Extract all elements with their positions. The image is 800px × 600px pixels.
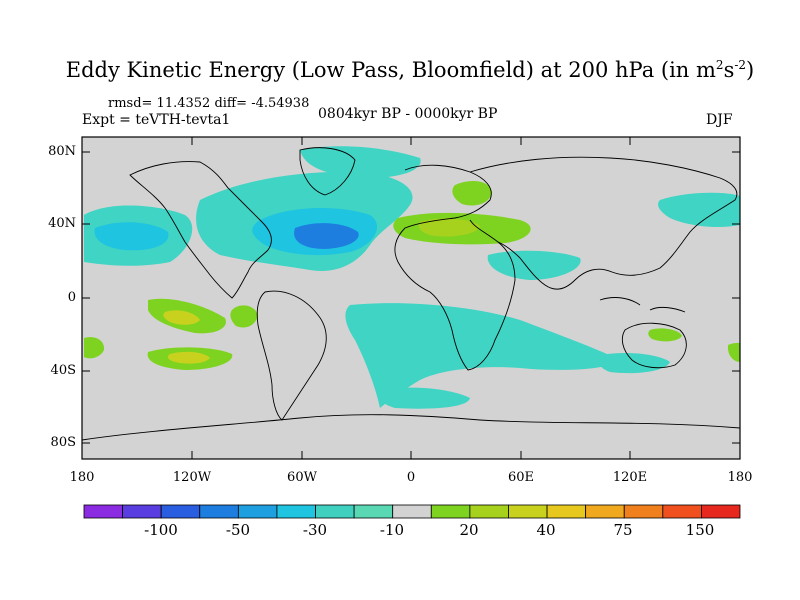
x-tick-label: 180 <box>727 470 753 485</box>
west-pacific-positive-region <box>84 337 105 359</box>
colorbar-label: 75 <box>613 521 633 539</box>
indian-ocean-negative-region <box>598 352 670 374</box>
x-tick-label: 120E <box>612 470 648 485</box>
y-tick-label: 0 <box>67 290 76 305</box>
colorbar-label: 40 <box>536 521 556 539</box>
x-tick-label: 120W <box>172 470 212 485</box>
colorbar-cell <box>469 504 509 519</box>
colorbar-cell <box>662 504 702 519</box>
southern-ocean-negative-region <box>345 303 620 408</box>
negative-anomaly-layer <box>84 146 740 409</box>
x-tick-label: 60E <box>507 470 535 485</box>
colorbar-cell <box>546 504 587 519</box>
positive-anomaly-layer <box>84 180 740 370</box>
colorbar-cell <box>199 504 239 519</box>
y-tick-label: 80N <box>48 144 76 159</box>
colorbar-label: -30 <box>302 521 328 539</box>
colorbar-cell <box>122 504 162 519</box>
australia-positive-region <box>648 328 682 342</box>
experiment-label: Expt = teVTH-tevta1 <box>82 112 231 128</box>
colorbar-cell <box>508 504 548 519</box>
colorbar-cell <box>430 504 471 519</box>
south-pacific-east-region <box>230 305 258 328</box>
greenland-coast <box>299 147 356 196</box>
x-tick-label: 0 <box>406 470 416 485</box>
y-ticks <box>82 151 740 444</box>
y-tick-label: 80S <box>50 435 76 450</box>
east-pacific-negative-region <box>658 192 740 228</box>
colorbar-cell <box>701 504 741 519</box>
colorbar-cell <box>83 504 123 519</box>
colorbar <box>83 504 741 519</box>
south-atlantic-negative-region <box>378 387 470 409</box>
x-tick-label: 180 <box>69 470 95 485</box>
chart-title: Eddy Kinetic Energy (Low Pass, Bloomfiel… <box>65 58 755 82</box>
europe-africa-coast <box>394 164 516 371</box>
colorbar-cell <box>585 504 625 519</box>
x-ticks <box>191 137 631 459</box>
colorbar-cell <box>276 504 316 519</box>
colorbar-label: 150 <box>685 521 715 539</box>
eurasia-coast <box>469 156 738 290</box>
europe-positive-region <box>452 180 492 206</box>
north-america-coast <box>129 161 272 299</box>
colorbar-label: -50 <box>225 521 251 539</box>
colorbar-cell <box>392 504 432 519</box>
stats-label: rmsd= 11.4352 diff= -4.54938 <box>108 96 310 111</box>
y-tick-label: 40S <box>50 363 76 378</box>
y-tick-label: 40N <box>48 216 76 231</box>
colorbar-cell <box>623 504 664 519</box>
period-label: 0804kyr BP - 0000kyr BP <box>318 106 498 122</box>
colorbar-cell <box>160 504 201 519</box>
season-label: DJF <box>706 112 733 128</box>
antarctica-coast <box>81 414 741 441</box>
southern-ocean-core-region <box>167 351 210 364</box>
north-atlantic-core-region <box>294 223 359 249</box>
colorbar-cell <box>353 504 394 519</box>
map-background <box>82 137 740 459</box>
colorbar-cell <box>315 504 355 519</box>
indonesia-coast <box>599 297 686 313</box>
colorbar-label: 20 <box>459 521 479 539</box>
mediterranean-core-region <box>418 218 480 237</box>
x-tick-label: 60W <box>287 470 317 485</box>
arctic-negative-region <box>300 146 421 178</box>
coastlines <box>81 147 741 441</box>
colorbar-cell <box>237 504 278 519</box>
east-edge-positive-region <box>727 342 740 362</box>
north-pacific-mid-region <box>94 222 169 251</box>
australia-coast <box>621 322 687 369</box>
south-pacific-core-region <box>163 310 200 325</box>
colorbar-label: -100 <box>144 521 178 539</box>
colorbar-label: -10 <box>379 521 405 539</box>
